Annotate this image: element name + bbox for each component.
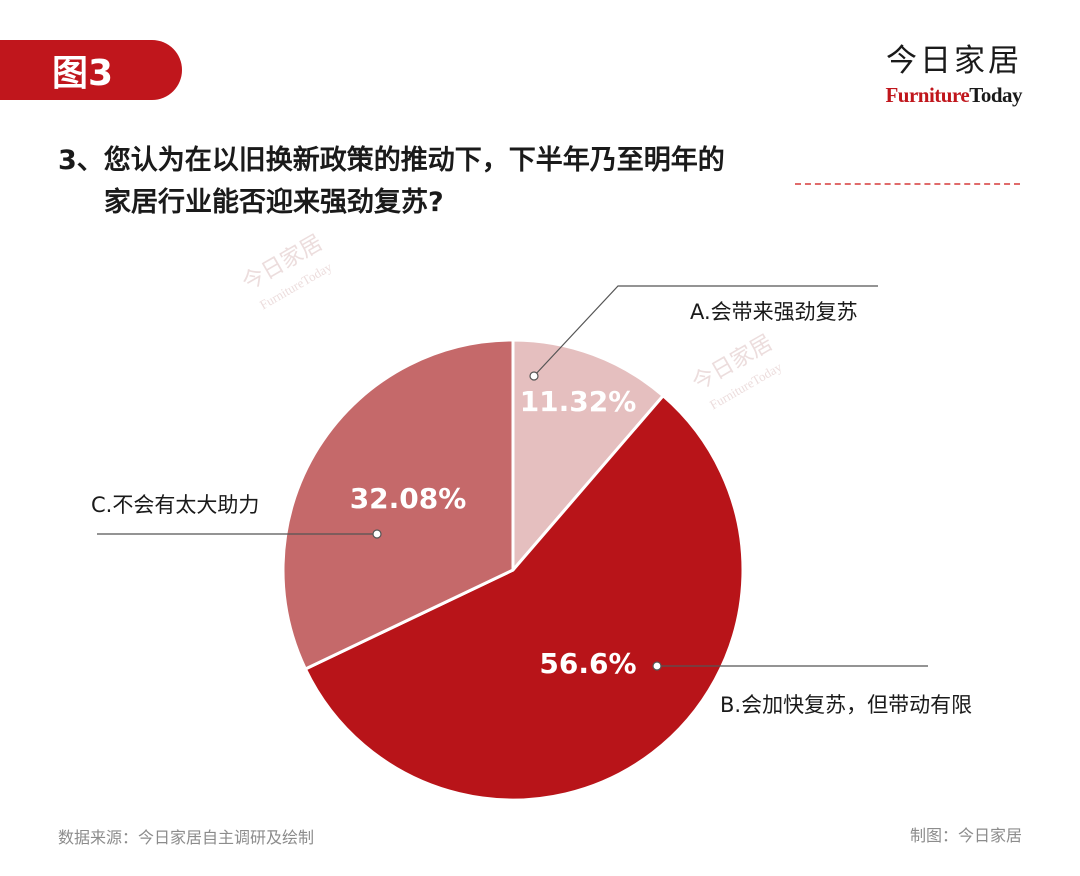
figure-tag: 图3 [0, 40, 182, 100]
brand-name-en: FurnitureToday [885, 83, 1022, 108]
pie-slice [303, 394, 745, 802]
brand-en-part2: Today [969, 83, 1022, 107]
chart-credit: 制图：今日家居 [909, 826, 1022, 845]
leader-line [533, 285, 878, 377]
slice-category-label: A.会带来强劲复苏 [690, 300, 858, 324]
slice-value-label: 32.08% [350, 482, 467, 515]
leader-dot [529, 371, 539, 381]
brand-logo: 今日家居 FurnitureToday [885, 46, 1022, 108]
brand-name-cn: 今日家居 [886, 43, 1022, 79]
brand-en-part1: Furniture [885, 83, 970, 107]
data-source: 数据来源：今日家居自主调研及绘制 [58, 828, 315, 847]
slice-category-label: C.不会有太大助力 [91, 493, 259, 517]
slice-value-label: 11.32% [520, 385, 637, 418]
question-line-2: 家居行业能否迎来强劲复苏? [104, 187, 444, 218]
question-line-1: 3、您认为在以旧换新政策的推动下，下半年乃至明年的 [58, 145, 725, 176]
question-title: 3、您认为在以旧换新政策的推动下，下半年乃至明年的 家居行业能否迎来强劲复苏? [58, 140, 818, 224]
pie-slice [511, 338, 665, 572]
leader-dot [652, 661, 662, 671]
dashed-divider [795, 183, 1020, 185]
pie-slice [281, 338, 515, 671]
slice-category-label: B.会加快复苏，但带动有限 [720, 693, 972, 717]
slice-value-label: 56.6% [539, 647, 636, 680]
leader-dot [372, 529, 382, 539]
